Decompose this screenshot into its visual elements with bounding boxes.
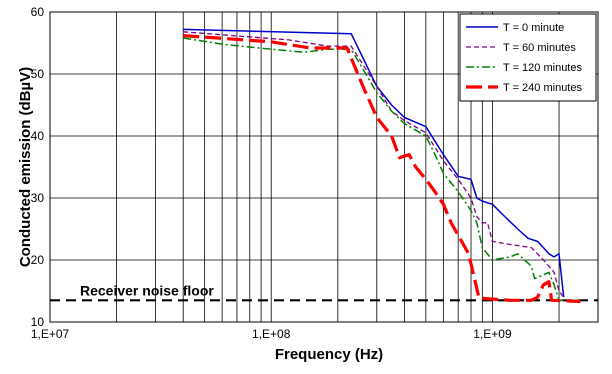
y-axis-tick-labels: 10 20 30 40 50 60 [31, 5, 45, 329]
series-line-1 [183, 31, 565, 298]
legend-label-3: T = 240 minutes [503, 82, 582, 94]
y-tick-label: 50 [31, 67, 45, 81]
legend-box [459, 13, 597, 102]
y-tick-label: 10 [31, 315, 45, 329]
x-tick-label: 1,E+09 [473, 327, 512, 341]
y-tick-label: 60 [31, 5, 45, 19]
y-tick-label: 20 [31, 253, 45, 267]
legend-label-1: T = 60 minutes [503, 42, 576, 54]
x-axis-title: Frequency (Hz) [275, 346, 383, 363]
series-lines [183, 28, 581, 304]
series-line-3 [183, 34, 581, 304]
x-tick-label: 1,E+08 [252, 327, 291, 341]
legend-label-2: T = 120 minutes [503, 62, 582, 74]
legend-label-0: T = 0 minute [503, 22, 564, 34]
series-line-0 [183, 28, 565, 298]
plot-area-frame [49, 11, 599, 323]
noise-floor-label: Receiver noise floor [80, 282, 214, 298]
y-axis-title: Conducted emission (dBµV) [17, 67, 34, 267]
legend: T = 0 minute T = 60 minutes T = 120 minute… [459, 13, 597, 102]
grid-lines [49, 11, 599, 323]
x-tick-label: 1,E+07 [31, 327, 70, 341]
y-tick-label: 40 [31, 129, 45, 143]
y-tick-label: 30 [31, 191, 45, 205]
x-axis-tick-labels: 1,E+07 1,E+08 1,E+09 [31, 327, 512, 341]
